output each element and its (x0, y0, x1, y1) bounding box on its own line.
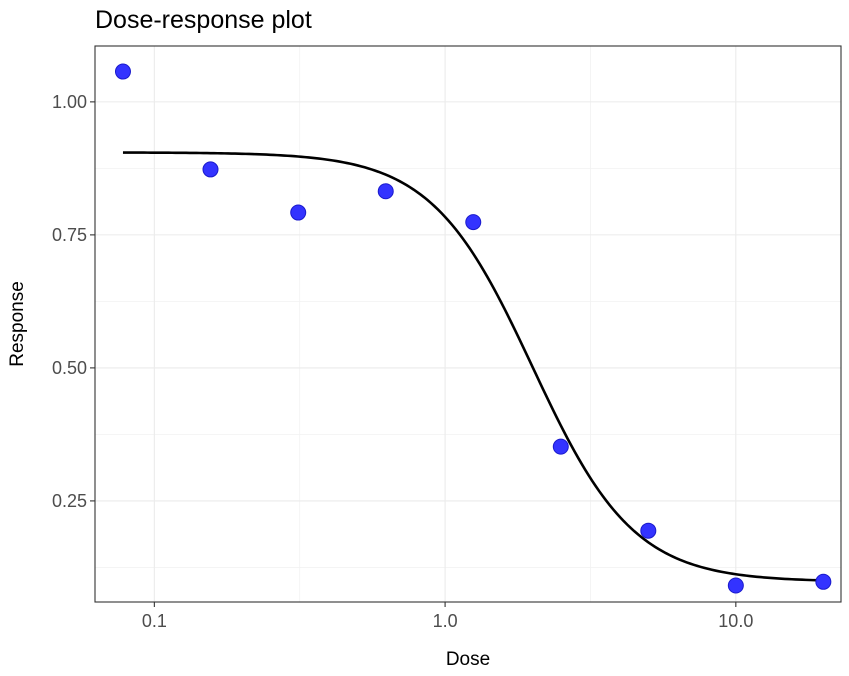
y-tick-label: 0.25 (52, 491, 87, 511)
data-points (114, 63, 832, 594)
data-point (727, 577, 744, 594)
y-tick-label: 1.00 (52, 92, 87, 112)
x-tick-label: 1.0 (433, 611, 458, 631)
y-tick-labels: 0.25 0.50 0.75 1.00 (52, 92, 87, 511)
y-axis-title: Response (7, 281, 28, 367)
x-tick-label: 0.1 (142, 611, 167, 631)
x-tick-labels: 0.1 1.0 10.0 (142, 611, 754, 631)
data-point (465, 214, 482, 231)
grid (95, 46, 841, 602)
x-axis-title: Dose (446, 649, 490, 670)
chart-title: Dose-response plot (95, 6, 312, 34)
x-tick-label: 10.0 (718, 611, 753, 631)
data-point (815, 573, 832, 590)
fit-curve-layer (122, 151, 824, 582)
data-point (114, 63, 131, 80)
y-tick-label: 0.75 (52, 225, 87, 245)
data-point (640, 522, 657, 539)
data-point (202, 161, 219, 178)
data-point (377, 183, 394, 200)
axis-ticks (90, 101, 737, 607)
fit-curve (122, 151, 824, 582)
data-point (552, 438, 569, 455)
y-tick-label: 0.50 (52, 358, 87, 378)
plot-panel-border (94, 45, 842, 603)
data-point (290, 204, 307, 221)
